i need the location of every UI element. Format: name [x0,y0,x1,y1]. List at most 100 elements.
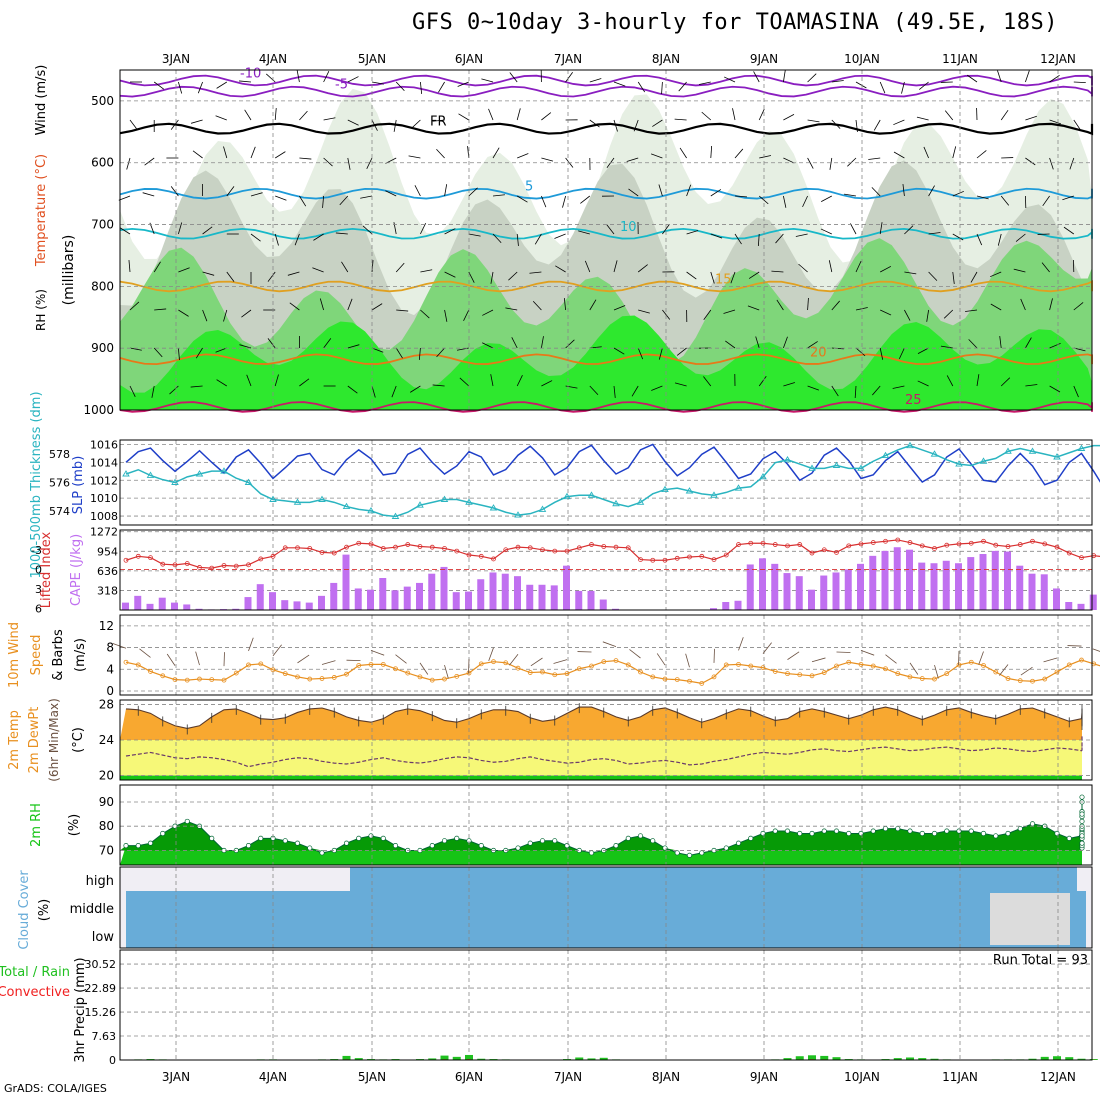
cape-bar [575,591,582,610]
cape-bar [404,587,411,610]
cape-bar [379,578,386,610]
rh2m-marker [700,851,704,855]
cloud-row-label: low [92,930,115,945]
below-20-fill [120,776,1082,780]
lifted-index-axis-label: Lifted Index [39,531,54,608]
temperature-axis-label: Temperature (°C) [34,154,49,267]
wind-barb-10m [139,649,150,658]
rh2m-marker [847,831,851,835]
cape-bar [147,604,154,610]
date-tick-top: 4JAN [259,52,287,66]
rh2m-marker [1030,822,1034,826]
rh2m-marker [785,829,789,833]
rh2m-marker [283,839,287,843]
precip-tick: 7.63 [92,1030,117,1043]
isotherm-label: -5 [335,78,348,93]
wind-barb-10m [420,663,428,675]
wind-barb-10m [686,654,690,667]
cape-bar [722,602,729,610]
rh2m-marker [185,819,189,823]
isotherm-label: 20 [810,345,827,360]
temp-tick: 28 [99,697,114,711]
wind-speed-tick: 0 [106,684,114,698]
dewpt-axis-label: 2m DewPt [27,707,42,774]
precip-tick: 15.26 [85,1006,117,1019]
rh2m-fill [120,797,1082,865]
cape-bar [465,592,472,610]
cloud-axis-label: Cloud Cover [17,870,32,950]
wind-axis-label: Wind (m/s) [34,65,49,136]
cape-bar [808,590,815,610]
cape-axis-label: CAPE (J/kg) [69,534,84,606]
slp-tick: 1010 [90,492,118,505]
wind-barb-10m [1093,649,1100,654]
date-tick-bottom: 4JAN [259,1070,287,1084]
rh2m-marker [259,836,263,840]
wind-unit-label: (m/s) [73,638,88,672]
rh2m-marker [1080,834,1084,838]
rh2m-marker [859,831,863,835]
cape-bar [306,603,313,610]
cape-bar [477,579,484,610]
rh2m-marker [724,846,728,850]
cape-bar [845,569,852,610]
wind-barb-10m [509,654,518,665]
rh2m-marker [136,843,140,847]
precip-tick: 22.89 [85,982,117,995]
wind-barb-10m [531,658,543,666]
wind-frame [120,615,1092,695]
date-tick-top: 3JAN [162,52,190,66]
cloud-high [350,867,1077,891]
thickness-tick: 574 [49,505,70,518]
cape-bar [943,561,950,610]
date-tick-top: 7JAN [554,52,582,66]
cape-bar [992,551,999,610]
slp-axis-label: SLP (mb) [71,456,86,515]
rh2m-marker [369,834,373,838]
cloud-row-label: high [86,874,114,889]
date-tick-top: 12JAN [1040,52,1076,66]
wind-barb-10m [999,665,1008,676]
wind-barb-10m [979,651,984,664]
wind-barb-10m [935,665,939,678]
rh2m-marker [920,831,924,835]
slp-tick: 1012 [90,474,118,487]
cloud-unit-label: (%) [37,899,52,922]
rh2m-marker [430,843,434,847]
cape-bar [245,597,252,610]
cape-bar [551,585,558,610]
date-tick-top: 9JAN [750,52,778,66]
precip-axis-label: 3hr Precip (mm) [73,957,88,1062]
cape-bar [771,564,778,610]
wind-speed-axis-label: Speed [29,635,44,676]
cape-bar [183,604,190,610]
rh2m-marker [1080,841,1084,845]
rh2m-marker [161,831,165,835]
date-tick-top: 11JAN [942,52,978,66]
rh2m-marker [896,826,900,830]
cape-bar [318,596,325,610]
rh-axis-label: RH (%) [34,289,48,331]
date-tick-bottom: 5JAN [358,1070,386,1084]
cape-bar [588,591,595,610]
cloud-row-label: middle [70,902,114,917]
isotherm-label: 5 [525,180,533,195]
cape-bar [1053,588,1060,610]
rh2m-marker [148,841,152,845]
isotherm-label: FR [430,115,447,130]
wind-barb-10m [788,652,800,660]
dewpt-band [120,740,1082,776]
thickness-tick: 578 [49,448,70,461]
rh2m-marker [210,836,214,840]
cape-bar [269,592,276,610]
rh2m-tick: 70 [99,843,114,857]
cape-tick: 954 [97,545,118,558]
temp-unit-label: (°C) [71,727,86,753]
wind-barb-10m [657,653,665,665]
cape-bar [490,572,497,610]
wind-speed-line [126,616,1100,687]
rh2m-marker [320,851,324,855]
cape-bar [392,590,399,610]
wind-barb-10m [554,660,567,664]
